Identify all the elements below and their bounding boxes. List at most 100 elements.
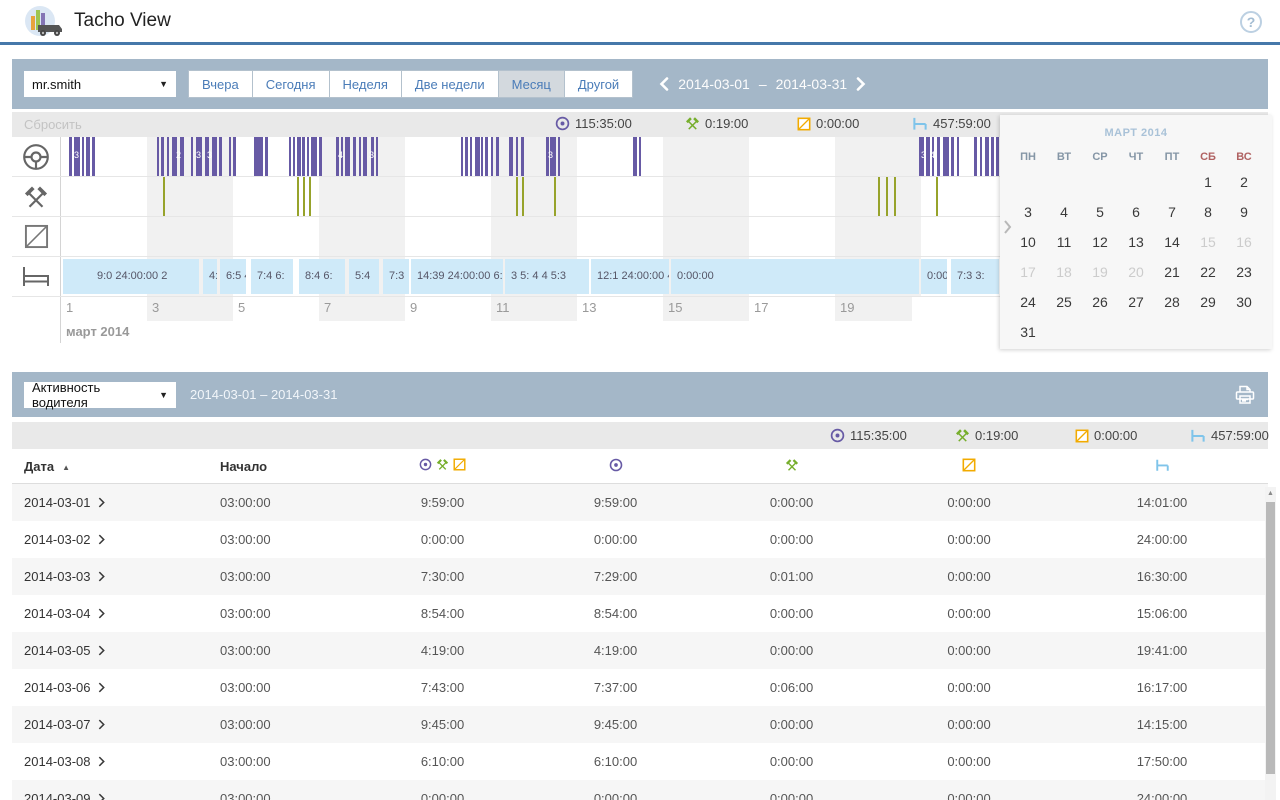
row-value: 0:00:00 xyxy=(947,569,991,584)
axis-day-label: 13 xyxy=(582,300,597,315)
calendar-day-9[interactable]: 9 xyxy=(1240,204,1248,220)
calendar-day-13[interactable]: 13 xyxy=(1128,234,1144,250)
row-value: 7:30:00 xyxy=(420,569,465,584)
table-row-2014-03-05[interactable]: 2014-03-05 03:00:00 4:19:00 4:19:00 0:00:00 0… xyxy=(12,632,1268,669)
rest-bar xyxy=(68,259,74,294)
total-availability: 0:00:00 xyxy=(1075,428,1137,443)
calendar-day-4[interactable]: 4 xyxy=(1060,204,1068,220)
next-period-button[interactable] xyxy=(856,77,866,91)
calendar-day-31[interactable]: 31 xyxy=(1020,324,1036,340)
calendar-day-1[interactable]: 1 xyxy=(1204,174,1212,190)
stat-rest-value: 457:59:00 xyxy=(933,116,991,131)
calendar-day-12[interactable]: 12 xyxy=(1092,234,1108,250)
table-row-2014-03-01[interactable]: 2014-03-01 03:00:00 9:59:00 9:59:00 0:00:00 0… xyxy=(12,484,1268,521)
driving-bar-label: 3 xyxy=(921,150,927,160)
driving-bar xyxy=(485,137,488,176)
calendar-day-30[interactable]: 30 xyxy=(1236,294,1252,310)
bed-icon xyxy=(913,117,927,130)
period-button-0[interactable]: Вчера xyxy=(188,70,253,98)
calendar-weekday-label: ЧТ xyxy=(1128,151,1144,163)
period-button-4[interactable]: Месяц xyxy=(498,70,565,98)
period-button-5[interactable]: Другой xyxy=(564,70,634,98)
rest-bar: 6:5 4 2 xyxy=(220,259,246,294)
driving-bar xyxy=(319,137,322,176)
driver-select[interactable]: mr.smith ▼ xyxy=(24,71,176,97)
table-row-2014-03-06[interactable]: 2014-03-06 03:00:00 7:43:00 7:37:00 0:06:00 0… xyxy=(12,669,1268,706)
calendar-weekday-label: ПН xyxy=(1020,151,1036,163)
column-header-total-activity[interactable] xyxy=(355,458,530,474)
axis-day-label: 3 xyxy=(152,300,160,315)
prev-period-button[interactable] xyxy=(659,77,669,91)
calendar-day-29[interactable]: 29 xyxy=(1200,294,1216,310)
calendar-day-26[interactable]: 26 xyxy=(1092,294,1108,310)
help-button[interactable]: ? xyxy=(1240,11,1262,33)
table-row-2014-03-09[interactable]: 2014-03-09 03:00:00 0:00:00 0:00:00 0:00:00 0… xyxy=(12,780,1268,800)
period-button-3[interactable]: Две недели xyxy=(401,70,499,98)
driving-bar xyxy=(491,137,493,176)
driving-bar xyxy=(92,137,95,176)
column-header-work[interactable] xyxy=(701,458,882,475)
driving-bar xyxy=(205,137,209,176)
calendar-day-21[interactable]: 21 xyxy=(1164,264,1180,280)
row-value: 0:00:00 xyxy=(420,532,465,547)
table-row-2014-03-04[interactable]: 2014-03-04 03:00:00 8:54:00 8:54:00 0:00:00 0… xyxy=(12,595,1268,632)
period-button-2[interactable]: Неделя xyxy=(329,70,402,98)
crossed-hammers-icon xyxy=(436,459,449,470)
table-row-2014-03-03[interactable]: 2014-03-03 03:00:00 7:30:00 7:29:00 0:01:00 0… xyxy=(12,558,1268,595)
calendar-day-20: 20 xyxy=(1128,264,1144,280)
calendar-day-14[interactable]: 14 xyxy=(1164,234,1180,250)
table-scrollbar[interactable]: ▲ xyxy=(1265,487,1276,800)
calendar-day-24[interactable]: 24 xyxy=(1020,294,1036,310)
row-value: 03:00:00 xyxy=(220,680,271,695)
rest-bar: 0:00:00 xyxy=(671,259,919,294)
calendar-day-27[interactable]: 27 xyxy=(1128,294,1144,310)
calendar-day-3[interactable]: 3 xyxy=(1024,204,1032,220)
table-row-2014-03-07[interactable]: 2014-03-07 03:00:00 9:45:00 9:45:00 0:00:00 0… xyxy=(12,706,1268,743)
row-value: 03:00:00 xyxy=(220,606,271,621)
bed-icon xyxy=(1191,429,1205,442)
table-row-2014-03-02[interactable]: 2014-03-02 03:00:00 0:00:00 0:00:00 0:00:00 0… xyxy=(12,521,1268,558)
calendar-collapse-chevron-icon[interactable] xyxy=(1003,219,1012,235)
calendar-day-25[interactable]: 25 xyxy=(1056,294,1072,310)
calendar-day-2[interactable]: 2 xyxy=(1240,174,1248,190)
reset-button[interactable]: Сбросить xyxy=(24,117,82,132)
column-header-availability[interactable] xyxy=(882,458,1056,475)
column-header-driving[interactable] xyxy=(530,458,701,475)
column-header-rest[interactable] xyxy=(1056,458,1268,475)
print-button[interactable] xyxy=(1234,384,1256,406)
calendar-day-5[interactable]: 5 xyxy=(1096,204,1104,220)
calendar-day-11[interactable]: 11 xyxy=(1056,234,1072,250)
calendar-day-15: 15 xyxy=(1200,234,1216,250)
report-select[interactable]: Активность водителя ▼ xyxy=(24,380,176,410)
driving-bar xyxy=(196,137,202,176)
row-value: 9:45:00 xyxy=(420,717,465,732)
sort-ascending-icon: ▲ xyxy=(62,462,71,472)
calendar-day-17: 17 xyxy=(1020,264,1036,280)
row-value: 14:01:00 xyxy=(1136,495,1188,510)
calendar-popup: МАРТ 2014 ПН ВТ СР ЧТ ПТ СБ ВС 1 2 3 4 5 6 7 8 9 10 11 12… xyxy=(1000,115,1272,349)
calendar-day-10[interactable]: 10 xyxy=(1020,234,1036,250)
row-value: 7:29:00 xyxy=(593,569,638,584)
calendar-day-8[interactable]: 8 xyxy=(1204,204,1212,220)
row-value: 03:00:00 xyxy=(220,495,271,510)
column-header-start[interactable]: Начало xyxy=(180,459,355,474)
driving-bar xyxy=(926,137,930,176)
calendar-day-22[interactable]: 22 xyxy=(1200,264,1216,280)
calendar-day-6[interactable]: 6 xyxy=(1132,204,1140,220)
steering-wheel-icon xyxy=(23,143,49,170)
column-header-date[interactable]: Дата ▲ xyxy=(12,459,180,474)
scrollbar-thumb[interactable] xyxy=(1266,502,1275,774)
table-row-2014-03-08[interactable]: 2014-03-08 03:00:00 6:10:00 6:10:00 0:00:00 0… xyxy=(12,743,1268,780)
scroll-up-arrow-icon[interactable]: ▲ xyxy=(1267,490,1274,497)
calendar-day-empty xyxy=(1190,317,1226,347)
driving-bar-label: 3 xyxy=(74,150,80,160)
calendar-day-7[interactable]: 7 xyxy=(1168,204,1176,220)
row-value: 9:45:00 xyxy=(593,717,638,732)
calendar-day-28[interactable]: 28 xyxy=(1164,294,1180,310)
row-value: 0:00:00 xyxy=(947,754,991,769)
calendar-day-18: 18 xyxy=(1056,264,1072,280)
period-button-1[interactable]: Сегодня xyxy=(252,70,330,98)
report-date-range: 2014-03-01 – 2014-03-31 xyxy=(190,387,338,402)
calendar-day-23[interactable]: 23 xyxy=(1236,264,1252,280)
driving-bar xyxy=(359,137,361,176)
